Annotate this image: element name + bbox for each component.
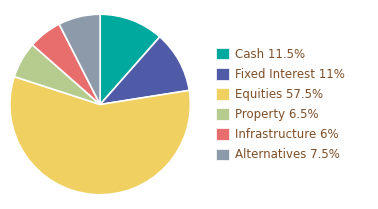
Wedge shape bbox=[14, 45, 100, 104]
Wedge shape bbox=[33, 24, 100, 104]
Wedge shape bbox=[10, 77, 191, 195]
Wedge shape bbox=[100, 14, 160, 104]
Wedge shape bbox=[100, 37, 189, 104]
Legend: Cash 11.5%, Fixed Interest 11%, Equities 57.5%, Property 6.5%, Infrastructure 6%: Cash 11.5%, Fixed Interest 11%, Equities… bbox=[214, 45, 347, 164]
Wedge shape bbox=[59, 14, 100, 104]
